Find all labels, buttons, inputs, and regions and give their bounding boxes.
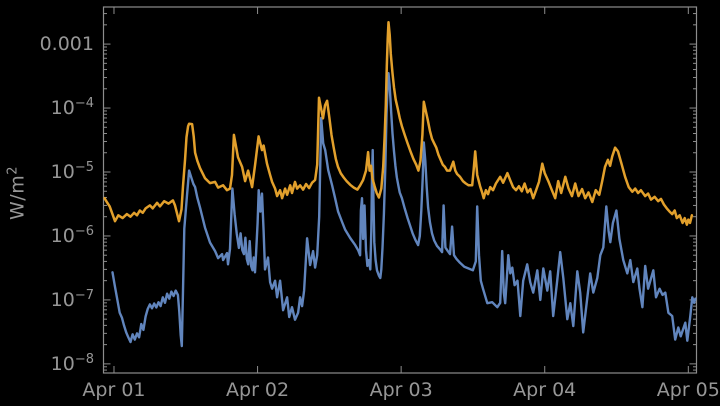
- y-tick-label: 10−8: [51, 352, 94, 375]
- y-tick-label: 0.001: [40, 33, 94, 55]
- y-axis-title-exponent: 2: [5, 166, 21, 175]
- y-tick-label: 10−5: [51, 160, 94, 183]
- y-axis-title-base: W/m: [6, 174, 29, 220]
- y-tick-label: 10−4: [51, 96, 94, 119]
- y-tick-label: 10−7: [51, 288, 94, 311]
- x-tick-label: Apr 02: [226, 379, 289, 401]
- x-tick-label: Apr 03: [370, 379, 433, 401]
- x-tick-label: Apr 05: [657, 379, 720, 401]
- x-tick-label: Apr 04: [513, 379, 576, 401]
- series-line-orange-long-channel: [103, 20, 694, 226]
- y-tick-label: 10−6: [51, 224, 94, 247]
- series-line-blue-short-channel: [111, 72, 697, 348]
- x-tick-label: Apr 01: [82, 379, 145, 401]
- plot-frame: [102, 6, 698, 374]
- y-axis-title: W/m2: [5, 166, 28, 220]
